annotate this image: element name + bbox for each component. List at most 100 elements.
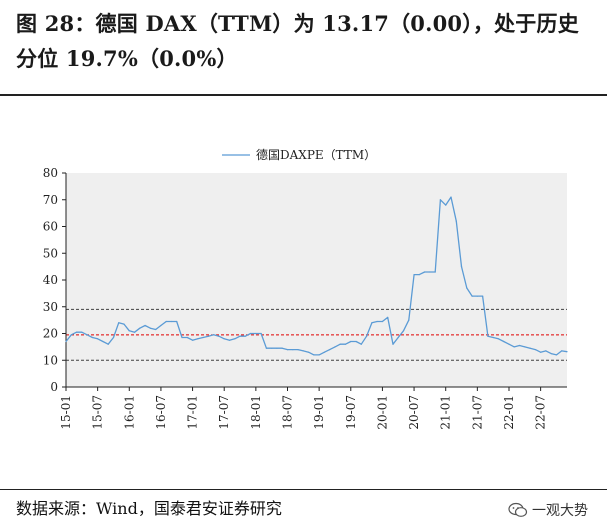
data-point [276,347,278,349]
data-point [534,349,537,351]
data-point [450,196,452,198]
legend-label: 德国DAXPE（TTM） [256,147,376,162]
data-point [223,338,225,340]
data-point [75,331,78,333]
data-point [286,349,289,351]
x-tick-label: 22-01 [502,395,516,430]
data-point [561,350,563,352]
data-point [244,335,246,337]
y-tick-label: 60 [43,220,58,234]
data-point [366,335,368,337]
data-point [234,338,236,340]
data-point [350,340,352,343]
data-point [186,336,188,339]
data-point [250,332,252,335]
x-tick-label: 17-07 [217,395,231,430]
data-point [297,349,299,351]
x-tick-label: 21-01 [439,395,453,430]
data-point [176,320,178,323]
data-point [445,204,447,206]
legend: 德国DAXPE（TTM） [222,147,376,162]
data-point [492,336,494,339]
data-point [160,324,162,327]
data-point [170,320,173,323]
data-point [487,335,489,337]
x-tick-label: 20-07 [407,395,421,430]
data-point [213,334,215,336]
data-point [482,295,484,297]
data-point [202,336,204,339]
data-point [123,323,125,325]
data-point [555,354,558,356]
data-point [497,338,499,340]
data-point [255,332,257,335]
y-tick-label: 0 [50,380,58,394]
data-point [503,340,505,343]
y-tick-label: 40 [43,273,58,287]
y-tick-label: 20 [43,327,58,341]
data-point [355,340,357,343]
wechat-icon [508,502,528,517]
data-point [434,271,436,273]
data-point [118,322,120,324]
top-rule [0,94,607,96]
y-tick-label: 70 [43,193,58,207]
data-point [70,334,72,336]
data-point [455,220,457,222]
x-tick-label: 15-07 [91,395,105,430]
data-point [424,271,426,273]
y-tick-label: 50 [43,246,58,260]
data-point [508,343,510,345]
y-tick-label: 30 [43,300,58,314]
data-point [360,343,362,345]
x-tick-label: 20-01 [375,395,389,430]
watermark-text: 一观大势 [532,503,588,519]
data-point [334,346,336,348]
plot-area: 0 10 20 30 40 50 60 70 80 15-01 15-07 16-01 16-07 17-… [43,166,568,430]
data-point [308,351,310,353]
data-point [260,332,262,335]
x-tick-label: 18-07 [280,395,294,430]
data-point [524,346,526,348]
source-note: 数据来源：Wind，国泰君安证券研究 [16,499,282,518]
x-tick-label: 18-01 [249,395,263,430]
data-point [165,320,167,323]
data-point [529,347,531,349]
data-point [518,344,521,347]
pe-line-chart: 德国DAXPE（TTM） 0 10 20 30 40 50 60 70 80 15-01 15-07… [43,147,568,430]
data-point [302,350,304,352]
data-point [550,353,552,355]
y-tick-label: 80 [43,166,58,180]
data-point [318,354,320,356]
x-tick-label: 16-01 [122,395,136,430]
data-point [413,274,415,276]
data-point [540,351,542,353]
data-point [155,328,157,331]
data-point [139,327,141,329]
x-tick-label: 17-01 [186,395,200,430]
data-point [228,339,231,341]
data-point [439,199,441,201]
data-point [418,274,420,276]
data-point [239,335,241,337]
data-point [313,354,315,356]
data-point [97,338,99,340]
data-point [397,336,399,339]
data-point [81,331,83,333]
x-tick-label: 19-07 [344,395,358,430]
data-point [192,339,194,341]
data-point [344,343,347,345]
data-point [402,330,405,332]
x-tick-label: 21-07 [470,395,484,430]
data-point [466,287,468,289]
watermark: 一观大势 [508,500,588,520]
data-point [91,336,93,339]
x-tick-label: 22-07 [534,395,548,430]
data-point [387,316,389,318]
figure-title: 图 28：德国 DAX（TTM）为 13.17（0.00），处于历史分位 19.… [16,11,579,71]
plot-background [66,173,567,387]
data-point [107,343,109,345]
data-point [207,335,209,337]
data-point [265,347,267,349]
data-point [376,320,378,323]
